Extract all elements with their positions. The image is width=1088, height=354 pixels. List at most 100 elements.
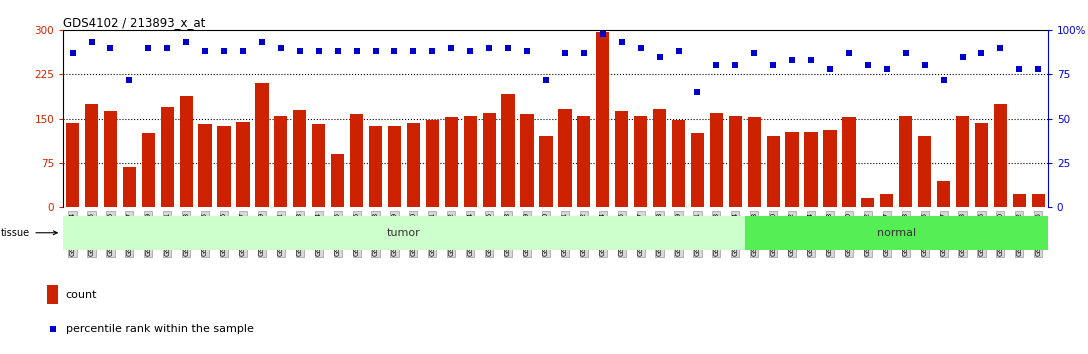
Bar [672,120,685,207]
Point [310,48,327,54]
Bar [918,136,931,207]
Point [670,48,688,54]
Bar [804,132,818,207]
Bar [274,116,287,207]
Point [254,40,271,45]
Point [292,48,309,54]
Point [329,48,346,54]
Bar [141,133,154,207]
Text: tissue: tissue [1,228,58,238]
Point [935,77,952,82]
Bar [862,198,875,207]
Bar [653,109,666,207]
Bar [558,109,571,207]
Point [139,45,157,51]
Bar [842,118,855,207]
Point [348,48,366,54]
Point [594,31,611,36]
Bar [256,83,269,207]
Bar [66,123,79,207]
Bar [767,136,780,207]
Bar [975,123,988,207]
Text: percentile rank within the sample: percentile rank within the sample [65,324,254,334]
Bar [691,133,704,207]
Point [64,50,82,56]
Point [177,40,195,45]
Point [689,89,706,95]
Point [840,50,857,56]
Bar [956,116,969,207]
Text: normal: normal [877,228,916,238]
Point [613,40,630,45]
Bar [993,104,1007,207]
Point [197,48,214,54]
Point [802,57,819,63]
Bar [350,114,363,207]
Bar [407,123,420,207]
Bar [747,118,761,207]
Bar [745,216,1048,250]
Bar [161,107,174,207]
Bar [331,154,344,207]
Bar [1031,194,1044,207]
Bar [824,130,837,207]
Bar [596,32,609,207]
Point [461,48,479,54]
Point [215,48,233,54]
Point [499,45,517,51]
Point [632,45,650,51]
Bar [786,132,799,207]
Point [821,66,839,72]
Text: tumor: tumor [387,228,421,238]
Point [537,77,555,82]
Bar [85,104,98,207]
Point [556,50,573,56]
Bar [937,181,950,207]
Bar [218,126,231,207]
Bar [709,113,724,207]
Point [651,54,668,59]
Point [159,45,176,51]
Bar [729,116,742,207]
Bar [103,111,118,207]
Bar [1013,194,1026,207]
Bar [899,116,913,207]
Point [272,45,289,51]
Point [386,48,404,54]
Bar [198,125,212,207]
Bar [615,111,629,207]
Point [45,326,62,332]
Text: GDS4102 / 213893_x_at: GDS4102 / 213893_x_at [63,16,206,29]
Point [121,77,138,82]
Bar [634,116,647,207]
Bar [293,110,307,207]
Bar [520,114,533,207]
Bar [445,118,458,207]
Point [576,50,593,56]
Bar [578,116,591,207]
Point [878,66,895,72]
Bar [48,285,59,304]
Point [991,45,1009,51]
Bar [425,120,438,207]
Point [916,63,934,68]
Bar [369,126,382,207]
Point [707,63,725,68]
Bar [540,136,553,207]
Point [518,48,535,54]
Point [783,57,801,63]
Point [897,50,914,56]
Bar [123,167,136,207]
Text: count: count [65,290,97,299]
Bar [387,126,401,207]
Bar [463,116,477,207]
Point [745,50,763,56]
Point [1029,66,1047,72]
Point [954,54,972,59]
Point [405,48,422,54]
Bar [502,94,515,207]
Point [443,45,460,51]
Point [765,63,782,68]
Point [860,63,877,68]
Bar [63,216,745,250]
